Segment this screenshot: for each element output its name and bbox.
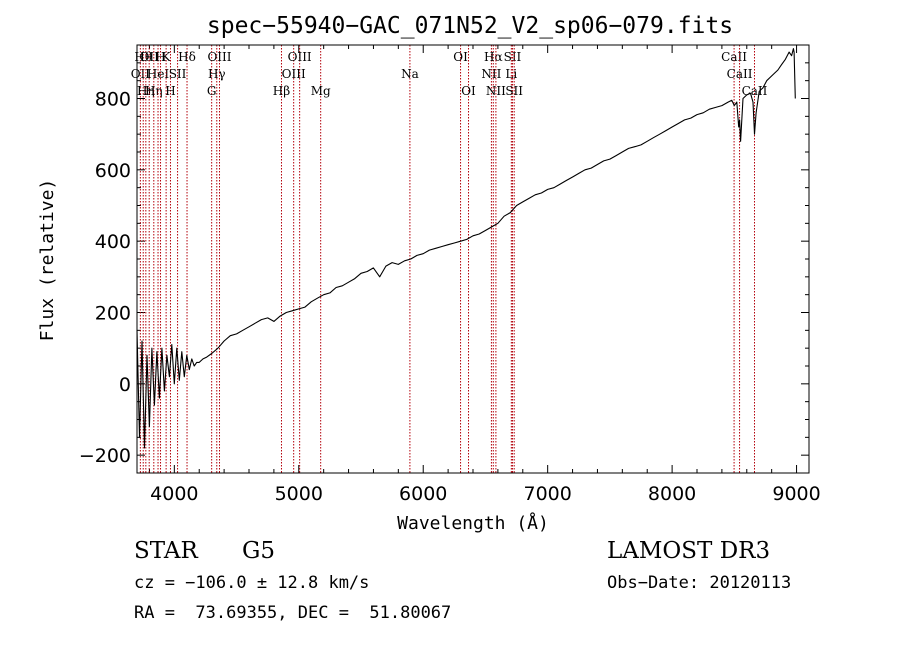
- spectral-line-label: OIII: [282, 67, 306, 81]
- object-subclass: G5: [242, 538, 276, 564]
- y-tick-label: 600: [95, 160, 131, 182]
- spectral-line-label: SII: [169, 67, 187, 81]
- spectral-line-label: Hη: [137, 84, 155, 98]
- spectral-line-label: H: [155, 50, 165, 64]
- y-tick-label: 400: [95, 231, 131, 253]
- y-tick-label: 0: [119, 374, 131, 396]
- spectral-line-label: SII: [505, 84, 523, 98]
- spectral-line-label: CaII: [721, 50, 747, 64]
- spectral-line-label: Hη: [145, 84, 163, 98]
- spectral-line-label: Mg: [311, 84, 331, 98]
- y-tick-label: 800: [95, 89, 131, 111]
- spectral-line-label: K: [162, 50, 172, 64]
- redshift-cz: cz = −106.0 ± 12.8 km/s: [134, 573, 370, 593]
- spectral-line-label: H: [165, 84, 175, 98]
- spectral-line-label: OI: [453, 50, 468, 64]
- spectral-line-label: Hβ: [273, 84, 290, 98]
- spectral-line-label: Hθ: [134, 50, 152, 64]
- spectral-line-label: Hα: [484, 50, 503, 64]
- spectrum-line: [136, 48, 796, 449]
- x-tick-label: 9000: [772, 483, 820, 505]
- y-tick-label: −200: [79, 445, 131, 467]
- x-tick-label: 7000: [523, 483, 571, 505]
- spectral-line-label: Hδ: [178, 50, 196, 64]
- spectral-line-label: SII: [504, 50, 522, 64]
- x-tick-label: 4000: [150, 483, 198, 505]
- spectral-line-label: HeI: [147, 67, 170, 81]
- ra-dec-coordinates: RA = 73.69355, DEC = 51.80067: [134, 603, 452, 623]
- x-tick-label: 6000: [399, 483, 447, 505]
- spectral-line-label: Na: [401, 67, 419, 81]
- chart-title: spec−55940−GAC_071N52_V2_sp06−079.fits: [207, 13, 733, 39]
- spectral-line-label: Li: [505, 67, 517, 81]
- spectral-line-label: NII: [486, 84, 506, 98]
- observation-date: Obs−Date: 20120113: [607, 573, 792, 593]
- y-tick-label: 200: [95, 303, 131, 325]
- spectral-line-label: OI: [461, 84, 476, 98]
- spectral-line-label: G: [207, 84, 217, 98]
- x-tick-label: 5000: [275, 483, 323, 505]
- x-axis-label: Wavelength (Å): [397, 512, 549, 534]
- spectral-line-label: OIII: [288, 50, 312, 64]
- spectral-line-label: CaII: [727, 67, 753, 81]
- survey-name: LAMOST DR3: [607, 538, 771, 564]
- spectral-line-label: OIII: [207, 50, 231, 64]
- spectral-line-label: NII: [481, 67, 501, 81]
- y-axis-label: Flux (relative): [37, 179, 58, 342]
- x-tick-label: 8000: [648, 483, 696, 505]
- spectral-line-label: Hγ: [208, 67, 226, 81]
- plot-frame: [136, 44, 810, 474]
- object-class: STAR: [134, 538, 198, 564]
